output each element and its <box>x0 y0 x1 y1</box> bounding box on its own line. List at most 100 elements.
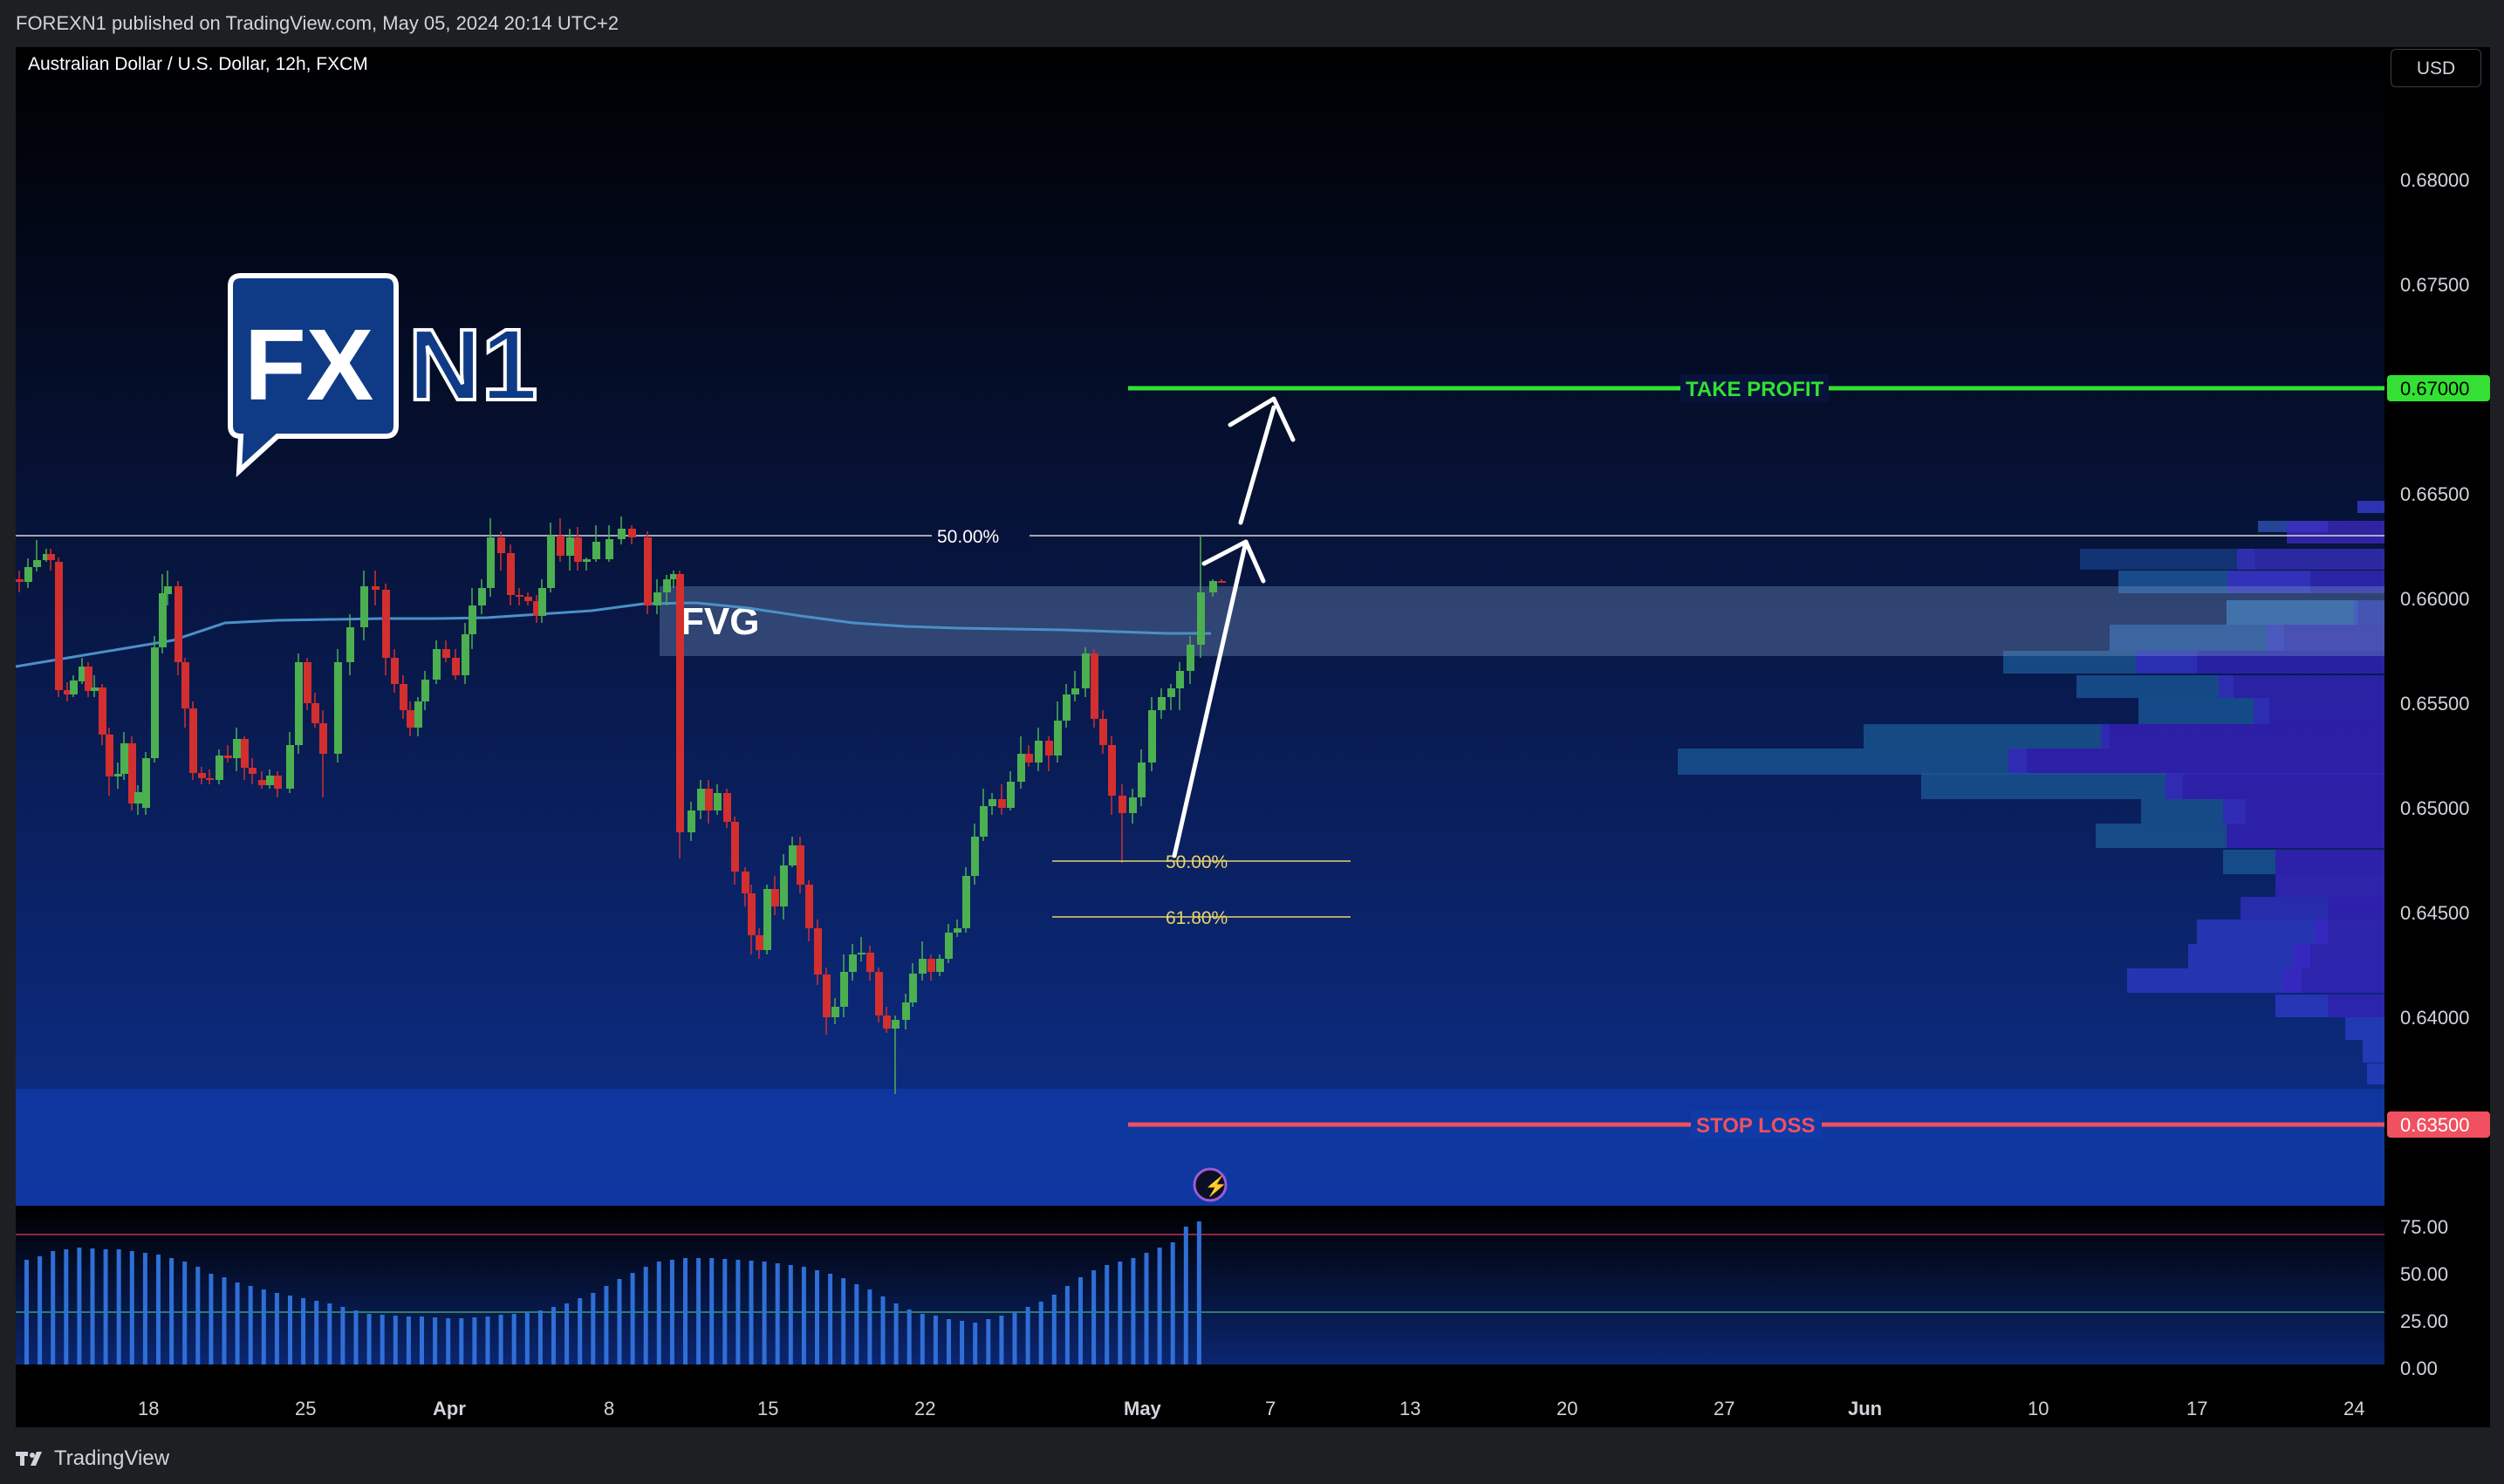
oscillator-bar <box>1012 1312 1017 1364</box>
oscillator-bar <box>1051 1295 1057 1364</box>
chart-panel[interactable]: FVG 50.00% 50.00% 61.80% TAKE PROFIT STO… <box>16 47 2490 1427</box>
candle-body <box>1108 745 1116 796</box>
volume-profile-bar <box>2197 920 2328 944</box>
oscillator-bar <box>1131 1258 1136 1364</box>
oscillator-bar <box>420 1316 424 1364</box>
candle-body <box>1099 719 1107 745</box>
time-tick: May <box>1124 1398 1162 1419</box>
oscillator-bar <box>591 1293 596 1364</box>
volume-profile-bar <box>2354 600 2384 625</box>
price-tick: 0.65500 <box>2400 693 2470 715</box>
take-profit-label-bg <box>1680 374 1829 402</box>
candle-body <box>1017 754 1025 782</box>
candle-body <box>70 680 78 694</box>
candle-body <box>954 928 961 933</box>
candle-body <box>697 789 705 810</box>
candle-body <box>1197 592 1205 645</box>
oscillator-bar <box>867 1289 872 1364</box>
volume-profile-bar <box>2293 944 2384 968</box>
stop-loss-label-bg <box>1691 1111 1822 1139</box>
candle-body <box>989 799 996 806</box>
candle-body <box>469 605 476 634</box>
candle-body <box>1063 694 1071 721</box>
oscillator-bars <box>24 1221 1201 1364</box>
candle-body <box>462 634 469 675</box>
oscillator-bar <box>893 1303 899 1364</box>
oscillator-bar <box>24 1260 29 1364</box>
oscillator-bar <box>854 1284 859 1364</box>
volume-profile-bar <box>1864 724 2110 749</box>
oscillator-bar <box>406 1316 411 1364</box>
time-tick: 22 <box>914 1398 935 1419</box>
oscillator-bar <box>669 1260 674 1364</box>
candle-body <box>181 662 189 708</box>
chart-canvas[interactable]: FVG 50.00% 50.00% 61.80% TAKE PROFIT STO… <box>16 47 2490 1427</box>
candle-body <box>1209 581 1217 592</box>
volume-profile-bar <box>2363 1040 2384 1063</box>
candle-body <box>334 662 342 754</box>
candle-body <box>224 756 232 758</box>
arrow-1-shaft <box>1172 539 1249 858</box>
oscillator-bar <box>433 1317 438 1364</box>
candle-body <box>47 554 55 560</box>
oscillator-bar <box>1183 1227 1188 1364</box>
oscillator-bar <box>1157 1248 1162 1364</box>
candle-body <box>91 687 99 691</box>
candle-body <box>1176 671 1184 688</box>
oscillator-bar <box>960 1321 965 1364</box>
candle-body <box>120 743 128 774</box>
volume-profile-bar <box>2127 968 2302 993</box>
candle-body <box>433 649 441 680</box>
oscillator-bar <box>116 1249 121 1364</box>
volume-profile-bar <box>2287 521 2384 544</box>
candle-body <box>372 586 380 590</box>
oscillator-bar <box>446 1318 451 1364</box>
candle-body <box>618 529 626 539</box>
oscillator-bar <box>314 1301 319 1364</box>
tradingview-brand[interactable]: TradingView <box>16 1446 169 1471</box>
stop-loss-price-tag <box>2387 1111 2490 1138</box>
oscillator-bar <box>195 1267 201 1364</box>
oscillator-bar <box>472 1317 477 1364</box>
volume-profile-bar <box>2227 824 2384 848</box>
time-tick: Apr <box>433 1398 466 1419</box>
oscillator-bar <box>261 1289 266 1364</box>
volume-profile-bar <box>2110 625 2284 651</box>
oscillator-bar <box>815 1270 819 1364</box>
price-axis-bg <box>2384 47 2490 1427</box>
trade-arrows <box>1172 396 1296 858</box>
candle-body <box>814 928 822 975</box>
event-badge[interactable] <box>1193 1167 1228 1202</box>
oscillator-bar <box>735 1260 741 1364</box>
candle-body <box>644 537 652 605</box>
oscillator-bar <box>1196 1221 1201 1364</box>
candle-body <box>805 885 813 928</box>
volume-profile <box>1678 501 2384 1084</box>
oscillator-bar <box>762 1262 767 1364</box>
time-tick: 27 <box>1714 1398 1734 1419</box>
candle-body <box>962 876 970 928</box>
oscillator-bar <box>1038 1302 1043 1364</box>
candle-body <box>304 662 311 703</box>
candle-body <box>1167 688 1175 697</box>
oscillator-bar <box>340 1307 345 1364</box>
oscillator-bar <box>393 1316 398 1364</box>
candle-body <box>233 739 241 758</box>
oscillator-bar <box>986 1319 991 1364</box>
time-tick: 17 <box>2186 1398 2207 1419</box>
price-tick: 0.67500 <box>2400 274 2470 296</box>
oscillator-bar <box>973 1323 978 1364</box>
candle-body <box>400 684 407 710</box>
oscillator-bar <box>327 1303 332 1364</box>
currency-button[interactable]: USD <box>2391 49 2481 87</box>
oscillator-bar <box>235 1282 240 1364</box>
candle-body <box>875 972 883 1016</box>
price-tick: 0.66000 <box>2400 588 2470 610</box>
candle-body <box>971 837 979 876</box>
oscillator-bar <box>696 1258 701 1364</box>
oscillator-bar <box>828 1274 833 1364</box>
volume-profile-bar <box>2275 995 2328 1017</box>
oscillator-bar <box>353 1310 359 1364</box>
fib-50-label: 50.00% <box>1166 852 1228 872</box>
candle-body <box>1054 721 1062 756</box>
